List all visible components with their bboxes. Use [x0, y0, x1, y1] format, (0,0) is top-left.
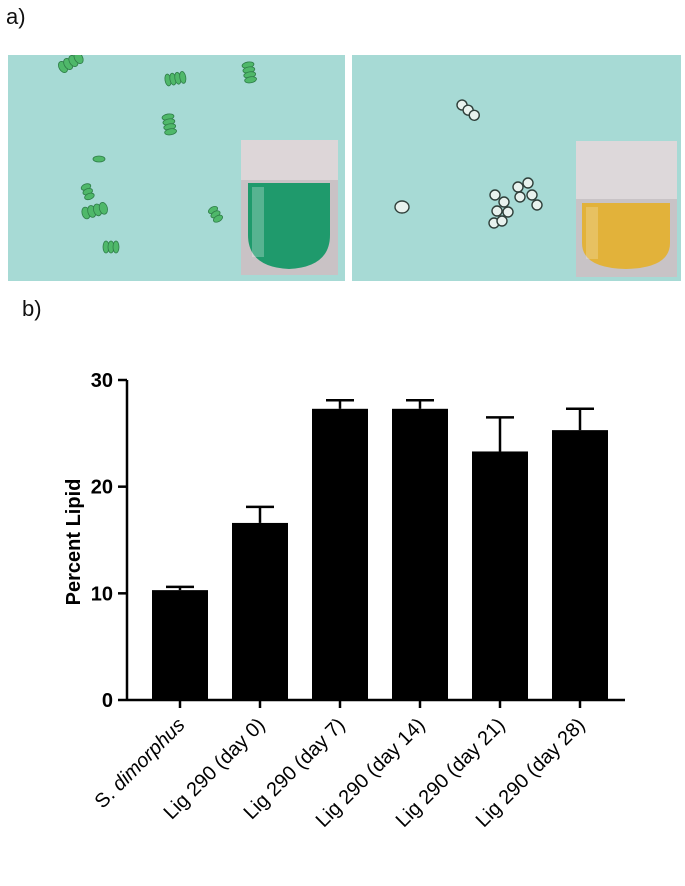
error-bars — [166, 399, 594, 591]
micrograph-pale-cells — [352, 55, 681, 281]
bar — [472, 451, 528, 700]
bar — [152, 590, 208, 700]
bar — [232, 522, 288, 700]
y-tick-label: 0 — [102, 690, 113, 712]
pale-cell-clusters — [394, 99, 543, 229]
y-axis-label: Percent Lipid — [63, 479, 85, 606]
culture-tube-green — [241, 140, 338, 275]
y-tick-label: 10 — [91, 583, 113, 605]
green-cell-clusters — [58, 55, 257, 254]
panel-a-label: a) — [6, 4, 26, 29]
panel-b-label: b) — [22, 296, 42, 321]
y-tick-label: 30 — [91, 370, 113, 392]
bar — [552, 430, 608, 700]
culture-tube-yellow — [576, 141, 677, 277]
y-tick-label: 20 — [91, 477, 113, 499]
bar — [312, 408, 368, 700]
y-axis: 0 10 20 30 — [91, 370, 129, 712]
micrograph-green-cells — [8, 55, 345, 281]
bar — [392, 408, 448, 700]
bars — [152, 408, 608, 700]
